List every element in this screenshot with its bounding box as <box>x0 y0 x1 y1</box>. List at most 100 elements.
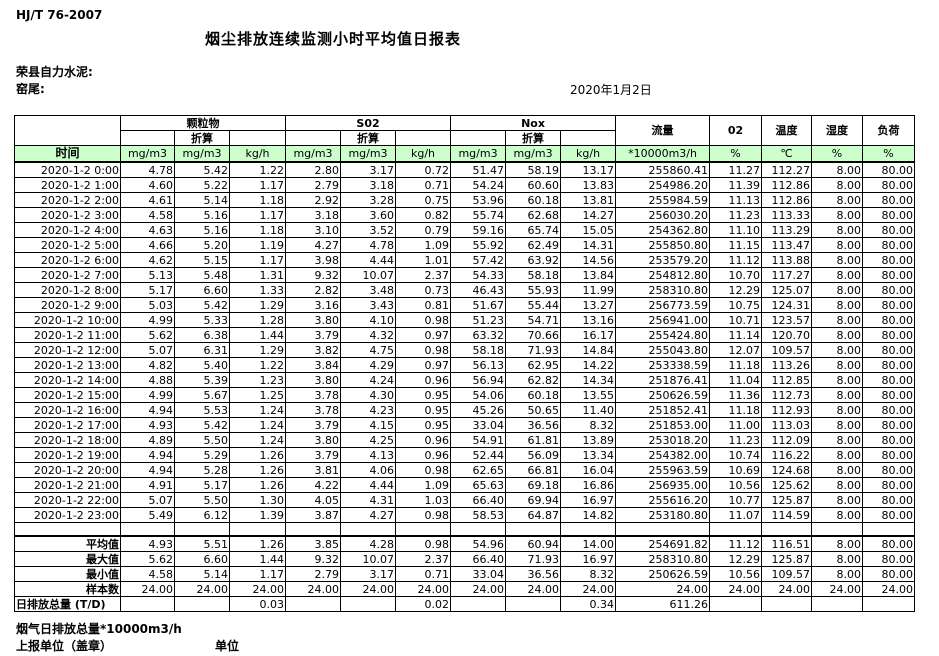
value-cell: 80.00 <box>862 177 916 193</box>
humidity-header: 湿度 <box>811 115 864 146</box>
value-cell: 2.92 <box>285 192 341 208</box>
so2-converted-header: 折算 <box>340 130 396 146</box>
value-cell: 69.18 <box>505 477 562 493</box>
row-label: 2020-1-2 1:00 <box>14 177 121 193</box>
value-cell: 4.23 <box>340 402 396 418</box>
value-cell: 80.00 <box>862 507 916 523</box>
value-cell: 256941.00 <box>615 312 711 328</box>
value-cell: 254382.00 <box>615 447 711 463</box>
value-cell: 4.27 <box>340 507 396 523</box>
value-cell: 3.81 <box>285 462 341 478</box>
table-row: 2020-1-2 3:00 4.58 5.16 1.17 3.18 3.60 0.82 55.… <box>14 207 916 223</box>
table-row: 2020-1-2 0:00 4.78 5.42 1.22 2.80 3.17 0.72 51.… <box>14 161 916 178</box>
value-cell: 8.32 <box>560 566 617 582</box>
value-cell: 13.83 <box>560 177 617 193</box>
value-cell: 80.00 <box>862 417 916 433</box>
value-cell: 0.98 <box>394 507 452 523</box>
value-cell: 24.00 <box>285 581 341 597</box>
value-cell: 3.82 <box>285 342 341 358</box>
value-cell: 5.17 <box>174 477 230 493</box>
value-cell: 1.17 <box>229 252 286 268</box>
value-cell <box>394 522 452 537</box>
value-cell: 4.99 <box>120 312 175 328</box>
value-cell: 60.18 <box>505 192 562 208</box>
table-row: 2020-1-2 11:00 5.62 6.38 1.44 3.79 4.32 0.97 63… <box>14 327 916 343</box>
table-row: 2020-1-2 7:00 5.13 5.48 1.31 9.32 10.07 2.37 54… <box>14 267 916 283</box>
value-cell: 0.96 <box>394 372 452 388</box>
value-cell: 5.16 <box>174 207 230 223</box>
nox-group-header: Nox <box>450 115 617 131</box>
value-cell: 255850.80 <box>615 237 711 253</box>
value-cell: 62.82 <box>505 372 562 388</box>
value-cell: 24.00 <box>174 581 230 597</box>
value-cell: 5.29 <box>174 447 230 463</box>
value-cell: 63.92 <box>505 252 562 268</box>
value-cell: 8.00 <box>811 477 864 493</box>
value-cell <box>174 522 230 537</box>
value-cell: 4.27 <box>285 237 341 253</box>
value-cell: 10.69 <box>709 462 763 478</box>
unit-cell: mg/m3 <box>120 145 175 163</box>
value-cell <box>615 522 711 537</box>
row-label: 2020-1-2 6:00 <box>14 252 121 268</box>
table-row: 2020-1-2 5:00 4.66 5.20 1.19 4.27 4.78 1.09 55.… <box>14 237 916 253</box>
value-cell: 4.78 <box>340 237 396 253</box>
value-cell: 4.28 <box>340 535 396 552</box>
table-row: 最大值 5.62 6.60 1.44 9.32 10.07 2.37 66.40 71.93 16… <box>14 551 916 567</box>
value-cell <box>285 522 341 537</box>
value-cell: 3.52 <box>340 222 396 238</box>
value-cell: 80.00 <box>862 342 916 358</box>
value-cell: 4.93 <box>120 417 175 433</box>
value-cell: 60.60 <box>505 177 562 193</box>
table-row: 2020-1-2 13:00 4.82 5.40 1.22 3.84 4.29 0.97 56… <box>14 357 916 373</box>
value-cell: 58.53 <box>450 507 507 523</box>
value-cell: 14.27 <box>560 207 617 223</box>
value-cell: 254362.80 <box>615 222 711 238</box>
value-cell: 14.34 <box>560 372 617 388</box>
value-cell: 255043.80 <box>615 342 711 358</box>
value-cell: 255963.59 <box>615 462 711 478</box>
value-cell: 54.24 <box>450 177 507 193</box>
value-cell: 70.66 <box>505 327 562 343</box>
o2-header: 02 <box>709 115 763 146</box>
unit-cell: mg/m3 <box>450 145 507 163</box>
value-cell: 9.32 <box>285 551 341 567</box>
value-cell: 4.05 <box>285 492 341 508</box>
value-cell: 5.22 <box>174 177 230 193</box>
value-cell: 123.57 <box>761 312 813 328</box>
value-cell: 11.10 <box>709 222 763 238</box>
location-label: 窑尾: <box>16 82 45 96</box>
value-cell: 5.42 <box>174 297 230 313</box>
value-cell: 24.00 <box>862 581 916 597</box>
value-cell: 0.02 <box>394 596 452 612</box>
value-cell: 58.18 <box>505 267 562 283</box>
value-cell: 60.94 <box>505 535 562 552</box>
value-cell: 5.50 <box>174 492 230 508</box>
unit-cell: mg/m3 <box>285 145 341 163</box>
row-label: 2020-1-2 13:00 <box>14 357 121 373</box>
value-cell: 112.73 <box>761 387 813 403</box>
row-label: 平均值 <box>14 535 121 552</box>
value-cell: 1.18 <box>229 192 286 208</box>
value-cell: 80.00 <box>862 207 916 223</box>
value-cell: 54.33 <box>450 267 507 283</box>
value-cell: 14.84 <box>560 342 617 358</box>
value-cell: 5.33 <box>174 312 230 328</box>
value-cell: 1.17 <box>229 177 286 193</box>
value-cell: 3.18 <box>340 177 396 193</box>
value-cell: 10.07 <box>340 551 396 567</box>
value-cell: 5.07 <box>120 492 175 508</box>
value-cell: 5.51 <box>174 535 230 552</box>
value-cell: 255616.20 <box>615 492 711 508</box>
value-cell: 8.00 <box>811 447 864 463</box>
value-cell <box>450 522 507 537</box>
value-cell: 4.94 <box>120 402 175 418</box>
value-cell: 251876.41 <box>615 372 711 388</box>
unit-cell: % <box>862 145 916 163</box>
value-cell: 0.98 <box>394 462 452 478</box>
unit-cell: kg/h <box>560 145 617 163</box>
value-cell: 55.92 <box>450 237 507 253</box>
value-cell: 16.17 <box>560 327 617 343</box>
value-cell: 5.17 <box>120 282 175 298</box>
table-row: 最小值 4.58 5.14 1.17 2.79 3.17 0.71 33.04 36.56 8.3… <box>14 566 916 582</box>
